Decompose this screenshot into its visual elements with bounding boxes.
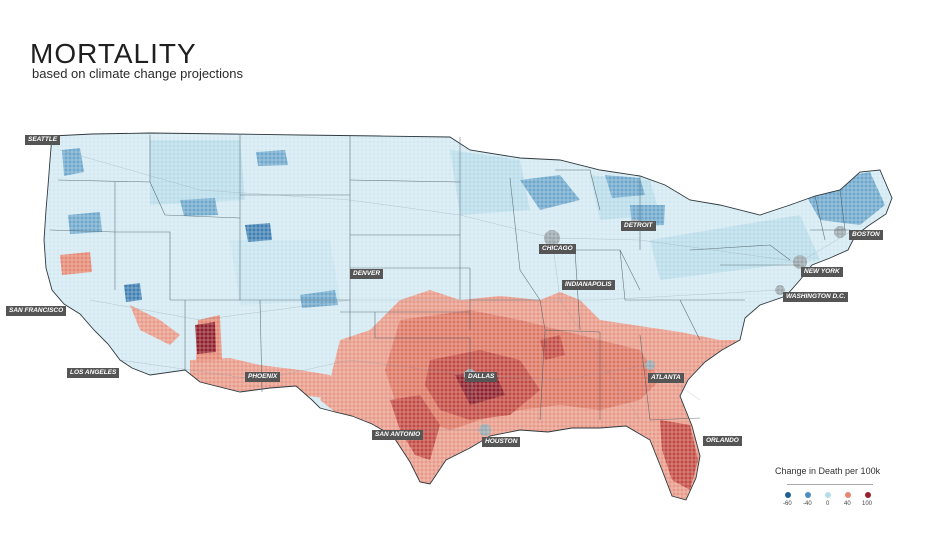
city-label-seattle: SEATTLE (25, 135, 61, 145)
city-label-new-york: NEW YORK (801, 267, 843, 277)
city-label-houston: HOUSTON (482, 437, 521, 447)
legend-swatch-100 (865, 492, 871, 498)
legend-swatch-40 (845, 492, 851, 498)
legend: Change in Death per 100k -60 -40 0 40 10… (775, 466, 905, 516)
legend-title: Change in Death per 100k (775, 466, 881, 476)
city-label-dallas: DALLAS (465, 372, 498, 382)
city-label-denver: DENVER (350, 269, 384, 279)
city-label-detroit: DETROIT (621, 221, 656, 231)
city-label-boston: BOSTON (849, 230, 883, 240)
city-label-indianapolis: INDIANAPOLIS (562, 280, 615, 290)
city-label-phoenix: PHOENIX (245, 372, 281, 382)
legend-label-neg60: -60 (783, 501, 792, 507)
city-label-chicago: CHICAGO (539, 244, 576, 254)
legend-label-40: 40 (844, 501, 851, 507)
legend-swatch-neg40 (805, 492, 811, 498)
map-title: MORTALITY (30, 38, 197, 69)
legend-label-0: 0 (826, 501, 830, 507)
city-label-san-francisco: SAN FRANCISCO (6, 306, 67, 316)
city-label-atlanta: ATLANTA (648, 373, 684, 383)
city-label-washington-dc: WASHINGTON D.C. (783, 292, 849, 302)
legend-swatch-neg60 (785, 492, 791, 498)
legend-label-neg40: -40 (803, 501, 812, 507)
legend-label-100: 100 (862, 501, 873, 507)
map-subtitle: based on climate change projections (32, 66, 244, 81)
city-label-orlando: ORLANDO (703, 436, 742, 446)
legend-scale-line (787, 484, 873, 485)
city-label-san-antonio: SAN ANTONIO (372, 430, 424, 440)
city-label-los-angeles: LOS ANGELES (67, 368, 120, 378)
legend-swatch-0 (825, 492, 831, 498)
